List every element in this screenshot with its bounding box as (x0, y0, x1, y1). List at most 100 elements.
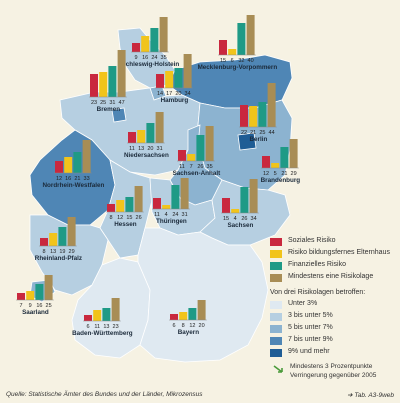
bar-schleswig-holstein-1 (141, 36, 150, 52)
value-label-rheinland-pfalz-1: 13 (50, 249, 56, 255)
legend-label-mind: Mindestens eine Risikolage (288, 273, 374, 280)
bar-rheinland-pfalz-2 (58, 227, 67, 246)
value-label-schleswig-holstein-2: 24 (151, 55, 157, 61)
state-shape-berlin (237, 132, 257, 151)
value-label-niedersachsen-3: 31 (157, 146, 163, 152)
value-label-sachsen-1: 4 (234, 216, 237, 222)
bar-brandenburg-2 (280, 147, 289, 168)
value-label-sachsen-anhalt-1: 7 (190, 164, 193, 170)
bar-hessen-3 (134, 186, 143, 212)
legend-shade-label-4: 9% und mehr (288, 348, 330, 355)
bar-schleswig-holstein-0 (132, 43, 140, 52)
value-label-hamburg-1: 17 (166, 91, 172, 97)
value-label-saarland-0: 7 (19, 303, 22, 309)
bar-hessen-2 (125, 197, 134, 212)
bar-sachsen-1 (231, 209, 240, 213)
value-label-rheinland-pfalz-0: 8 (42, 249, 45, 255)
value-label-brandenburg-1: 5 (274, 171, 277, 177)
value-label-bremen-1: 25 (100, 100, 106, 106)
bar-mecklenburg-vorpommern-1 (228, 49, 237, 55)
value-label-berlin-0: 22 (241, 130, 247, 136)
value-label-thüringen-3: 31 (182, 212, 188, 218)
bar-brandenburg-3 (289, 139, 298, 168)
value-label-berlin-2: 25 (259, 130, 265, 136)
bar-thüringen-0 (153, 198, 161, 209)
legend-shade-title: Von drei Risikolagen betroffen: (270, 289, 366, 296)
bar-hessen-0 (107, 204, 115, 212)
bar-bremen-3 (117, 50, 126, 97)
value-label-hessen-3: 26 (136, 215, 142, 221)
note-line-2: Verringerung gegenüber 2005 (290, 372, 377, 379)
legend-shade-label-2: 5 bis unter 7% (288, 324, 333, 331)
legend-shade-label-0: Unter 3% (288, 300, 318, 307)
legend-shade-label-1: 3 bis unter 5% (288, 312, 333, 319)
bar-berlin-1 (249, 106, 258, 127)
state-label-niedersachsen: Niedersachsen (124, 152, 169, 159)
value-label-niedersachsen-0: 11 (129, 146, 135, 152)
value-label-schleswig-holstein-3: 35 (161, 55, 167, 61)
bar-bayern-0 (170, 314, 178, 320)
source-note: Quelle: Statistische Ämter des Bundes un… (6, 391, 203, 398)
legend-shade-swatch-3 (270, 337, 282, 345)
bar-bremen-1 (99, 72, 108, 97)
value-label-baden-württemberg-3: 23 (113, 324, 119, 330)
value-label-niedersachsen-2: 20 (147, 146, 153, 152)
state-label-berlin: Berlin (249, 136, 267, 143)
value-label-saarland-2: 16 (36, 303, 42, 309)
bar-niedersachsen-1 (137, 130, 146, 143)
bar-hamburg-2 (174, 68, 183, 88)
state-label-sachsen-anhalt: Sachsen-Anhalt (173, 170, 221, 177)
value-label-nordrhein-westfalen-1: 16 (65, 176, 71, 182)
value-label-nordrhein-westfalen-3: 33 (84, 176, 90, 182)
state-label-hamburg: Hamburg (161, 97, 189, 104)
state-label-rheinland-pfalz: Rheinland-Pfalz (35, 255, 82, 262)
bar-sachsen-anhalt-1 (187, 154, 196, 161)
state-label-sachsen: Sachsen (227, 222, 253, 229)
state-label-bayern: Bayern (178, 329, 200, 336)
value-label-thüringen-2: 24 (172, 212, 178, 218)
value-label-bayern-0: 6 (172, 323, 175, 329)
bar-mecklenburg-vorpommern-3 (246, 15, 255, 55)
bar-niedersachsen-3 (155, 112, 164, 143)
bar-sachsen-3 (249, 179, 258, 213)
value-label-baden-württemberg-0: 6 (86, 324, 89, 330)
value-label-bayern-1: 8 (182, 323, 185, 329)
bar-saarland-2 (35, 284, 44, 300)
bar-bremen-0 (90, 74, 98, 97)
bar-berlin-0 (240, 105, 248, 127)
bar-sachsen-anhalt-0 (178, 150, 186, 161)
value-label-berlin-1: 21 (250, 130, 256, 136)
legend-shade-swatch-1 (270, 313, 282, 321)
value-label-berlin-3: 44 (269, 130, 275, 136)
value-label-hessen-0: 8 (109, 215, 112, 221)
value-label-schleswig-holstein-1: 16 (142, 55, 148, 61)
bar-hessen-1 (116, 200, 125, 212)
bar-brandenburg-1 (271, 163, 280, 168)
state-label-baden-württemberg: Baden-Württemberg (72, 330, 133, 337)
value-label-hessen-2: 15 (126, 215, 132, 221)
bar-thüringen-3 (180, 178, 189, 209)
bar-niedersachsen-2 (146, 123, 155, 143)
bar-nordrhein-westfalen-3 (82, 140, 91, 173)
bar-sachsen-anhalt-2 (196, 135, 205, 161)
legend-swatch-finanz (270, 262, 282, 270)
bar-baden-württemberg-1 (93, 310, 102, 321)
state-label-bremen: Bremen (97, 106, 121, 113)
value-label-bremen-0: 23 (91, 100, 97, 106)
bar-thüringen-1 (162, 205, 171, 209)
bar-schleswig-holstein-3 (159, 17, 168, 52)
bar-saarland-3 (44, 275, 53, 300)
state-label-thüringen: Thüringen (156, 218, 187, 225)
state-label-hessen: Hessen (114, 221, 137, 228)
bar-niedersachsen-0 (128, 132, 136, 143)
bar-berlin-3 (267, 83, 276, 127)
bar-baden-württemberg-3 (111, 298, 120, 321)
